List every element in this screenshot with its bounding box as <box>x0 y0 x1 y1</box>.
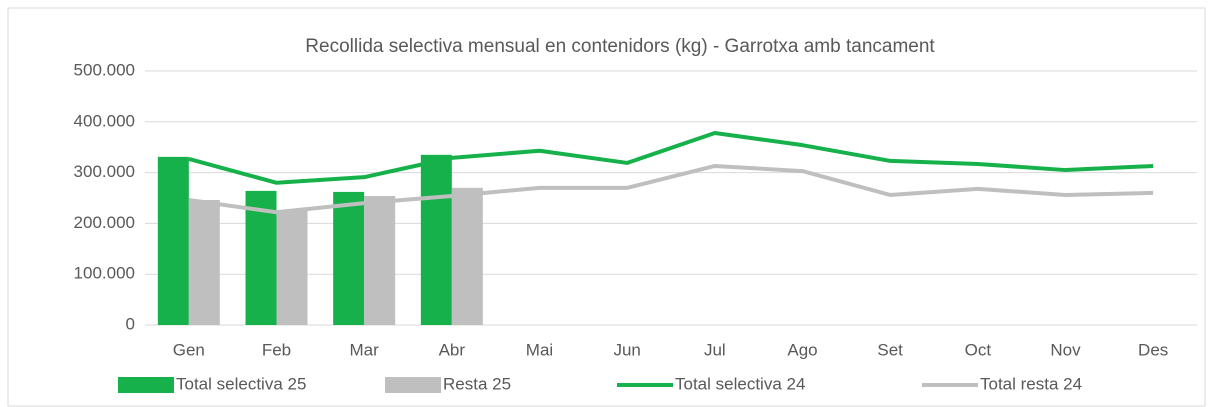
x-tick-label: Mai <box>526 340 553 359</box>
line <box>188 163 1154 215</box>
legend-label: Total selectiva 25 <box>176 374 306 393</box>
y-tick-label: 200.000 <box>74 213 135 232</box>
x-tick-label: Jul <box>704 340 726 359</box>
chart-title: Recollida selectiva mensual en contenido… <box>305 36 935 57</box>
legend-label: Total resta 24 <box>980 374 1082 393</box>
legend-label: Total selectiva 24 <box>675 374 805 393</box>
y-tick-label: 100.000 <box>74 264 135 283</box>
line <box>188 130 1154 185</box>
y-tick-label: 0 <box>126 314 135 333</box>
legend-swatch <box>118 377 174 393</box>
x-tick-label: Ago <box>787 340 817 359</box>
legend-swatch <box>385 377 441 393</box>
bar <box>420 154 452 325</box>
x-tick-label: Des <box>1138 340 1168 359</box>
y-tick-label: 300.000 <box>74 162 135 181</box>
legend-label: Resta 25 <box>443 374 511 393</box>
y-tick-label: 400.000 <box>74 111 135 130</box>
bar <box>157 156 189 325</box>
bar <box>333 191 365 325</box>
x-tick-label: Nov <box>1050 340 1081 359</box>
x-tick-label: Abr <box>439 340 466 359</box>
bar <box>276 210 308 325</box>
bar <box>451 187 483 325</box>
x-tick-label: Gen <box>173 340 205 359</box>
x-tick-label: Jun <box>613 340 640 359</box>
x-tick-label: Oct <box>965 340 992 359</box>
x-tick-label: Mar <box>350 340 380 359</box>
bar <box>188 200 220 325</box>
bar <box>364 195 396 325</box>
x-tick-label: Set <box>877 340 903 359</box>
y-tick-label: 500.000 <box>74 60 135 79</box>
x-tick-label: Feb <box>262 340 291 359</box>
